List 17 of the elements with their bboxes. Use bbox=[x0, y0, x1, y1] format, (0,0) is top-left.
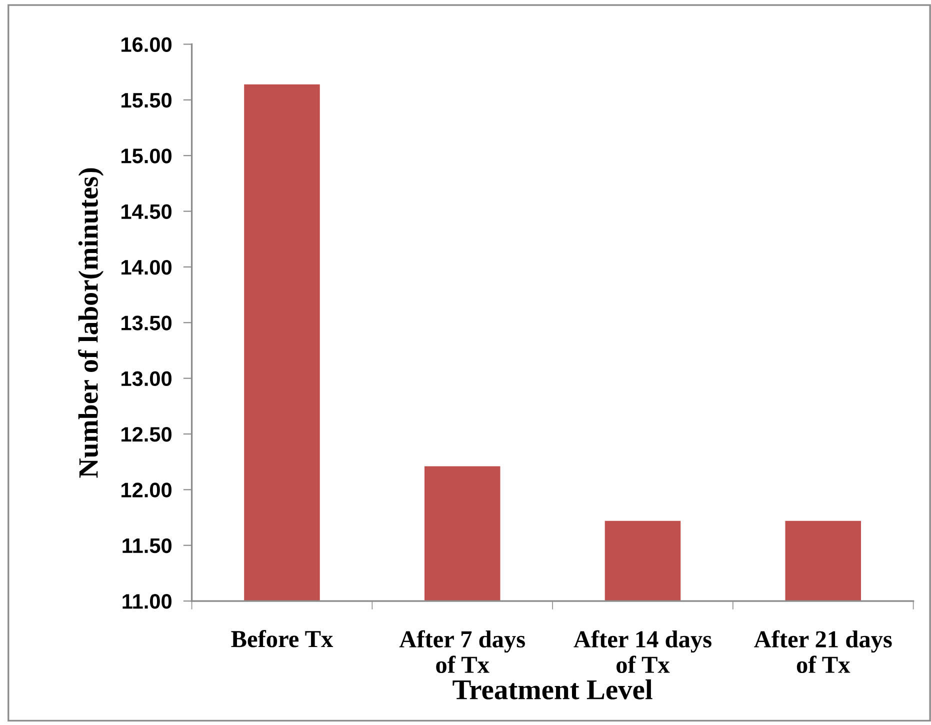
x-tick-label: After 14 days of Tx bbox=[574, 630, 712, 674]
y-tick-label: 11.50 bbox=[122, 538, 172, 554]
y-tick-label: 15.50 bbox=[122, 92, 172, 108]
y-tick-label: 16.00 bbox=[122, 37, 172, 52]
y-tick-label: 14.00 bbox=[122, 260, 172, 275]
y-axis-title: Number of labor(minutes) bbox=[78, 168, 104, 478]
x-tick-label: Before Tx bbox=[231, 630, 334, 648]
x-tick-label: After 21 days of Tx bbox=[754, 630, 892, 674]
y-tick-label: 13.50 bbox=[122, 316, 172, 330]
y-tick-label: 15.00 bbox=[122, 148, 172, 164]
y-tick-label: 13.00 bbox=[122, 371, 172, 386]
x-tick-label: After 7 days of Tx bbox=[399, 630, 525, 674]
y-tick-label: 14.50 bbox=[122, 204, 172, 220]
y-tick-label: 11.00 bbox=[122, 594, 172, 609]
y-tick-label: 12.00 bbox=[122, 482, 172, 498]
y-tick-label: 12.50 bbox=[122, 426, 172, 442]
x-axis-title: Treatment Level bbox=[452, 679, 652, 700]
